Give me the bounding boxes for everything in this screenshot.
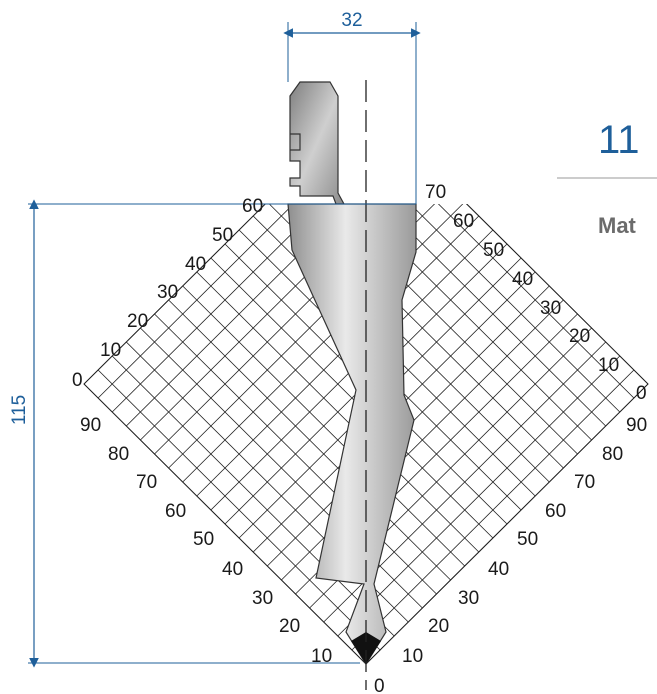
scale-left-upper: 0 (72, 370, 83, 391)
scale-bottom: 0 (374, 676, 385, 694)
tool-tang (289, 81, 346, 205)
scale-right-lower: 20 (428, 616, 449, 637)
scale-right-upper: 0 (636, 383, 647, 404)
scale-right-lower: 40 (488, 559, 509, 580)
scale-left-lower: 70 (136, 472, 157, 493)
mesh-line (365, 383, 649, 665)
scale-left-lower: 50 (193, 529, 214, 550)
scale-right-lower: 30 (458, 588, 479, 609)
tool-blade (287, 203, 417, 666)
height-label: 115 (9, 395, 30, 425)
mesh-line (210, 257, 494, 539)
scale-left-upper: 10 (100, 340, 121, 361)
mesh-line (196, 271, 480, 553)
scale-right-upper: 70 (425, 182, 446, 203)
scale-left-lower: 10 (311, 646, 332, 667)
scale-right-upper: 60 (453, 211, 474, 232)
mesh-line (351, 369, 635, 651)
mesh-line (182, 285, 465, 567)
tool-tip (351, 632, 381, 664)
scale-right-upper: 20 (569, 326, 590, 347)
mesh-line (168, 299, 451, 581)
scale-left-lower: 20 (279, 616, 300, 637)
scale-right-lower: 10 (402, 646, 423, 667)
scale-left-upper: 20 (127, 311, 148, 332)
scale-left-lower: 80 (108, 444, 129, 465)
scale-right-lower: 50 (517, 529, 538, 550)
scale-labels: 60 50 40 30 20 10 0 90 80 70 60 50 40 30… (72, 182, 647, 694)
scale-left-lower: 90 (80, 415, 101, 436)
mesh-line (83, 383, 367, 665)
scale-right-lower: 70 (574, 472, 595, 493)
scale-right-upper: 40 (512, 269, 533, 290)
mesh-line (111, 355, 395, 637)
scale-right-upper: 30 (540, 298, 561, 319)
side-number: 11 (598, 118, 640, 162)
scale-left-upper: 30 (157, 282, 178, 303)
width-dimension: 32 (283, 10, 421, 204)
scale-left-lower: 30 (252, 588, 273, 609)
scale-right-upper: 10 (598, 355, 619, 376)
mesh-line (154, 313, 437, 595)
scale-left-upper: 40 (185, 254, 206, 275)
scale-right-upper: 50 (483, 240, 504, 261)
scale-right-lower: 80 (602, 444, 623, 465)
scale-left-lower: 40 (222, 559, 243, 580)
scale-left-upper: 50 (212, 225, 233, 246)
side-word: Mat (598, 213, 637, 238)
scale-left-lower: 60 (165, 501, 186, 522)
mesh-line (97, 369, 381, 651)
height-dimension: 115 (9, 199, 416, 668)
side-panel: 11 Mat (557, 118, 657, 238)
width-label: 32 (341, 10, 362, 31)
scale-right-lower: 90 (626, 415, 647, 436)
scale-left-upper: 60 (242, 196, 263, 217)
tool-body (287, 80, 417, 690)
mesh-line (337, 355, 621, 637)
scale-right-lower: 60 (545, 501, 566, 522)
